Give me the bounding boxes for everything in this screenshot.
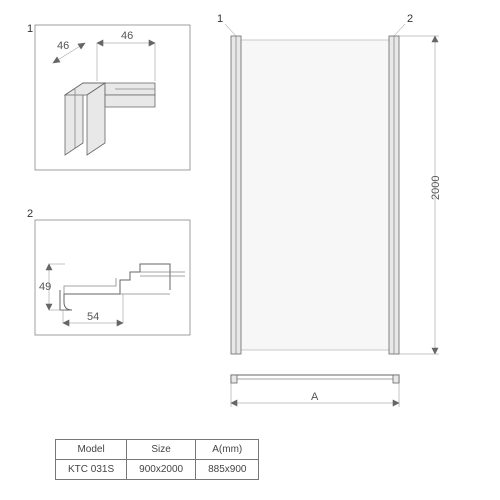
cell-size: 900x2000 [127,460,196,480]
elev-dim-h: 2000 [430,176,442,200]
cell-model: KTC 031S [56,460,127,480]
plan-view: A [231,375,399,407]
plan-dim-a: A [311,391,319,403]
detail1-dim-top: 46 [121,30,133,42]
detail2-dim-h: 49 [39,281,51,293]
detail-2: 49 54 [35,220,190,335]
th-a: A(mm) [196,440,259,460]
th-size: Size [127,440,196,460]
detail1-callout: 1 [27,23,33,35]
th-model: Model [56,440,127,460]
technical-drawing: 46 46 1 49 [0,0,500,500]
table-row: KTC 031S 900x2000 885x900 [56,460,259,480]
spec-table: Model Size A(mm) KTC 031S 900x2000 885x9… [55,439,259,480]
cell-a: 885x900 [196,460,259,480]
detail-1: 46 46 [35,25,190,170]
detail1-dim-side: 46 [57,40,69,52]
detail2-callout: 2 [27,208,33,220]
elev-callout-1: 1 [217,13,223,25]
elev-callout-2: 2 [407,13,413,25]
detail2-dim-w: 54 [87,311,99,323]
elevation: 1 2 2000 [217,13,442,354]
